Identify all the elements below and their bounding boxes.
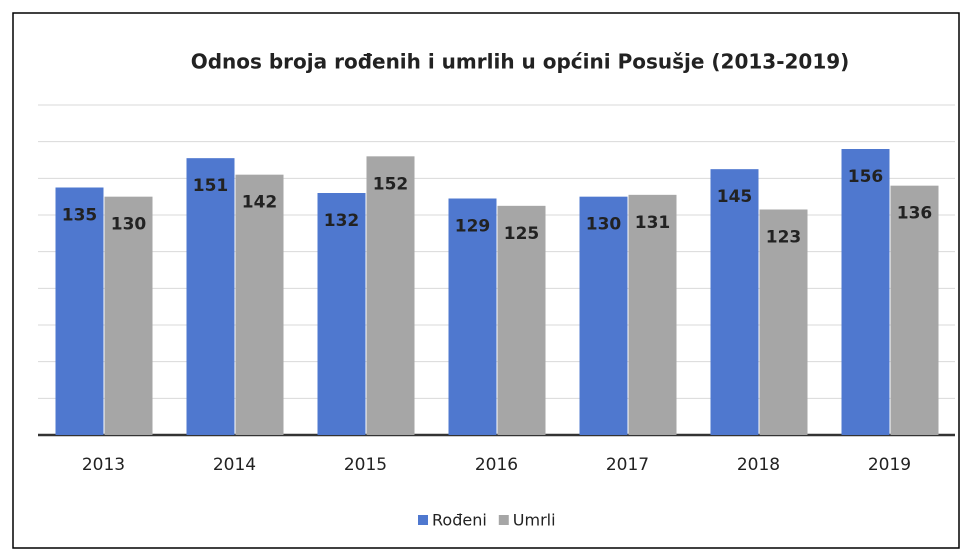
data-label: 131 [635, 213, 671, 233]
data-label: 123 [766, 228, 802, 248]
data-label: 145 [717, 187, 753, 207]
bar [366, 156, 415, 436]
data-label: 129 [455, 217, 491, 237]
x-tick-label: 2018 [737, 455, 780, 475]
data-label: 142 [242, 193, 278, 213]
data-label: 156 [848, 167, 884, 187]
data-label: 125 [504, 224, 540, 244]
x-tick-label: 2016 [475, 455, 518, 475]
data-label: 135 [62, 206, 98, 226]
bar [317, 193, 366, 435]
bar [448, 198, 497, 435]
bar [759, 209, 808, 435]
x-tick-label: 2019 [868, 455, 911, 475]
bar [55, 187, 104, 435]
bar [104, 196, 153, 435]
bar [186, 158, 235, 435]
legend-label: Rođeni [432, 511, 487, 530]
legend-label: Umrli [513, 511, 556, 530]
data-label: 151 [193, 176, 229, 196]
data-label: 136 [897, 204, 933, 224]
data-label: 130 [111, 215, 147, 235]
data-label: 132 [324, 211, 360, 231]
x-tick-label: 2014 [213, 455, 256, 475]
bar [579, 196, 628, 435]
chart-title: Odnos broja rođenih i umrlih u općini Po… [191, 50, 850, 74]
x-tick-label: 2015 [344, 455, 387, 475]
data-label: 152 [373, 174, 409, 194]
bar [841, 149, 890, 435]
legend-swatch [498, 515, 509, 525]
x-tick-label: 2013 [82, 455, 125, 475]
bar [890, 185, 939, 435]
bar [235, 174, 284, 435]
legend-swatch [418, 515, 428, 525]
data-label: 130 [586, 215, 622, 235]
bar [628, 194, 677, 435]
bar [710, 169, 759, 435]
x-tick-label: 2017 [606, 455, 649, 475]
bar [497, 205, 546, 435]
